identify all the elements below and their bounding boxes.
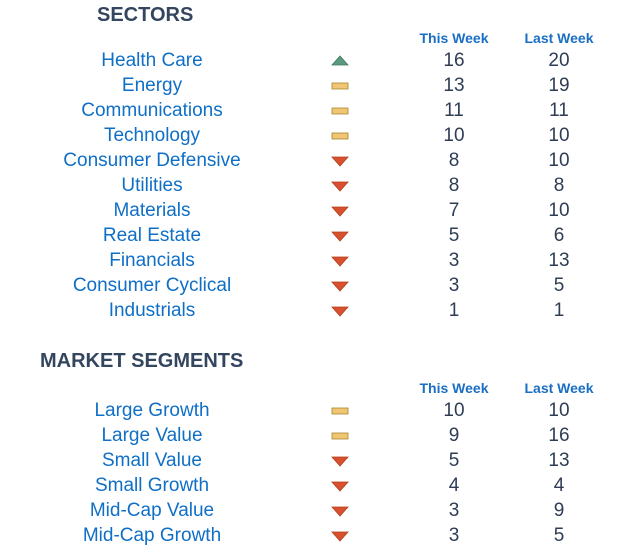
last-week-value: 11: [549, 100, 569, 121]
this-week-value: 8: [448, 150, 460, 171]
row-label: Consumer Cyclical: [72, 275, 232, 296]
row-label: Industrials: [108, 300, 196, 321]
table-row: Consumer Defensive 8 10: [0, 148, 631, 173]
row-label: Large Growth: [94, 400, 210, 421]
segments-col-last-week: Last Week: [524, 380, 594, 396]
this-week-value: 16: [443, 50, 465, 71]
last-week-value: 5: [553, 525, 565, 546]
last-week-value: 10: [548, 150, 570, 171]
this-week-value: 11: [444, 100, 464, 121]
trend-down-icon: [331, 181, 349, 192]
this-week-value: 3: [448, 500, 460, 521]
last-week-value: 6: [553, 225, 565, 246]
table-row: Mid-Cap Value 3 9: [0, 498, 631, 523]
row-label: Mid-Cap Growth: [82, 525, 222, 546]
this-week-value: 10: [443, 400, 465, 421]
last-week-value: 9: [553, 500, 565, 521]
this-week-value: 8: [448, 175, 460, 196]
last-week-value: 5: [553, 275, 565, 296]
trend-down-icon: [331, 156, 349, 167]
last-week-value: 16: [548, 425, 570, 446]
table-row: Small Growth 4 4: [0, 473, 631, 498]
trend-down-icon: [331, 206, 349, 217]
last-week-value: 13: [548, 450, 570, 471]
table-row: Energy 13 19: [0, 73, 631, 98]
trend-down-icon: [331, 481, 349, 492]
last-week-value: 1: [553, 300, 565, 321]
trend-flat-icon: [331, 132, 349, 140]
segments-col-this-week: This Week: [419, 380, 489, 396]
this-week-value: 5: [448, 225, 460, 246]
last-week-value: 10: [548, 400, 570, 421]
table-row: Financials 3 13: [0, 248, 631, 273]
table-row: Small Value 5 13: [0, 448, 631, 473]
row-label: Mid-Cap Value: [89, 500, 215, 521]
row-label: Small Growth: [94, 475, 210, 496]
this-week-value: 3: [448, 250, 460, 271]
this-week-value: 3: [448, 275, 460, 296]
sectors-col-this-week: This Week: [419, 30, 489, 46]
this-week-value: 13: [443, 75, 465, 96]
last-week-value: 19: [548, 75, 570, 96]
this-week-value: 4: [448, 475, 460, 496]
table-row: Real Estate 5 6: [0, 223, 631, 248]
trend-flat-icon: [331, 82, 349, 90]
trend-down-icon: [331, 456, 349, 467]
trend-down-icon: [331, 256, 349, 267]
this-week-value: 7: [448, 200, 460, 221]
trend-down-icon: [331, 306, 349, 317]
row-label: Real Estate: [102, 225, 202, 246]
trend-down-icon: [331, 281, 349, 292]
table-row: Materials 7 10: [0, 198, 631, 223]
trend-down-icon: [331, 231, 349, 242]
row-label: Energy: [121, 75, 183, 96]
sectors-title: SECTORS: [97, 4, 194, 26]
last-week-value: 10: [548, 200, 570, 221]
row-label: Large Value: [101, 425, 203, 446]
trend-down-icon: [331, 506, 349, 517]
row-label: Small Value: [102, 450, 202, 471]
last-week-value: 10: [548, 125, 570, 146]
row-label: Technology: [103, 125, 201, 146]
this-week-value: 3: [448, 525, 460, 546]
this-week-value: 10: [443, 125, 465, 146]
trend-flat-icon: [331, 432, 349, 440]
table-row: Large Value 9 16: [0, 423, 631, 448]
table-row: Technology 10 10: [0, 123, 631, 148]
table-row: Mid-Cap Growth 3 5: [0, 523, 631, 548]
row-label: Materials: [113, 200, 191, 221]
table-row: Utilities 8 8: [0, 173, 631, 198]
trend-up-icon: [331, 55, 349, 66]
this-week-value: 1: [448, 300, 460, 321]
this-week-value: 9: [448, 425, 460, 446]
table-row: Industrials 1 1: [0, 298, 631, 323]
row-label: Utilities: [121, 175, 183, 196]
table-row: Consumer Cyclical 3 5: [0, 273, 631, 298]
trend-flat-icon: [331, 407, 349, 415]
table-row: Communications 11 11: [0, 98, 631, 123]
row-label: Communications: [81, 100, 223, 121]
trend-flat-icon: [331, 107, 349, 115]
last-week-value: 8: [553, 175, 565, 196]
row-label: Consumer Defensive: [63, 150, 241, 171]
last-week-value: 13: [548, 250, 570, 271]
table-row: Large Growth 10 10: [0, 398, 631, 423]
this-week-value: 5: [448, 450, 460, 471]
last-week-value: 20: [548, 50, 570, 71]
row-label: Health Care: [101, 50, 203, 71]
sectors-col-last-week: Last Week: [524, 30, 594, 46]
table-row: Health Care 16 20: [0, 48, 631, 73]
last-week-value: 4: [553, 475, 565, 496]
row-label: Financials: [109, 250, 195, 271]
segments-title: MARKET SEGMENTS: [40, 350, 244, 372]
trend-down-icon: [331, 531, 349, 542]
